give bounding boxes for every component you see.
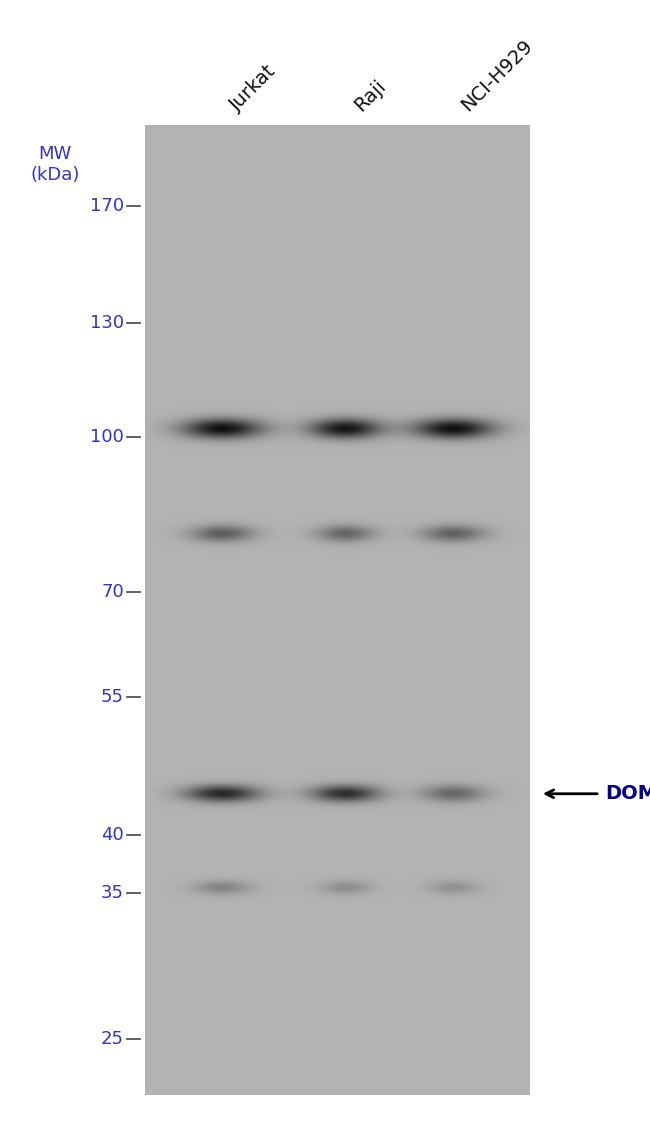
Text: NCI-H929: NCI-H929 bbox=[458, 36, 537, 115]
Text: DOM3Z: DOM3Z bbox=[605, 784, 650, 804]
Text: 40: 40 bbox=[101, 826, 124, 844]
Text: 170: 170 bbox=[90, 197, 124, 216]
Text: Jurkat: Jurkat bbox=[227, 61, 280, 115]
Text: 55: 55 bbox=[101, 688, 124, 706]
Text: 100: 100 bbox=[90, 428, 124, 446]
Text: 130: 130 bbox=[90, 314, 124, 331]
Text: 70: 70 bbox=[101, 583, 124, 600]
Text: MW
(kDa): MW (kDa) bbox=[31, 145, 80, 184]
Text: Raji: Raji bbox=[350, 76, 389, 115]
Text: 35: 35 bbox=[101, 884, 124, 902]
Text: 25: 25 bbox=[101, 1031, 124, 1049]
